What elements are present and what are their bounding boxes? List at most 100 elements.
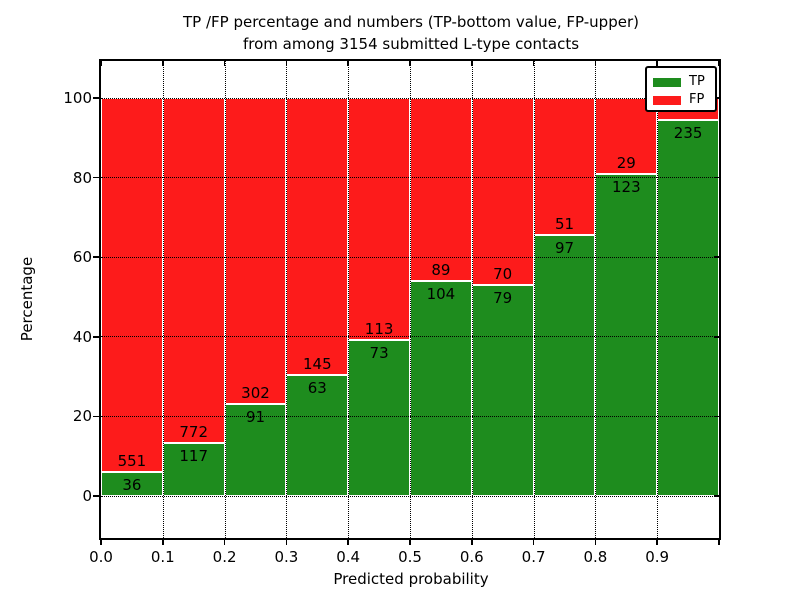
x-tick-bottom: [347, 540, 349, 545]
x-tick-top: [162, 61, 164, 66]
fp-count-label: 29: [616, 154, 636, 173]
plot-area: 36 551 117 772 91 302 63 145 73 113 104 89 79 70 97 51 1…: [93, 59, 721, 545]
x-tick-label-0.1: 0.1: [150, 548, 175, 566]
fp-count-label: 145: [302, 355, 332, 374]
legend-label-tp: TP: [689, 74, 705, 89]
tp-count-label: 97: [554, 239, 575, 258]
y-tick-left: [93, 415, 99, 418]
bar-segment-tp-0.7: [533, 235, 596, 496]
y-tick-left: [93, 176, 99, 179]
plot-inner: 36 551 117 772 91 302 63 145 73 113 104 89 79 70 97 51 1…: [93, 61, 720, 545]
x-tick-label-0.7: 0.7: [521, 548, 546, 566]
bar-segment-fp-0.2: [224, 98, 287, 404]
bar-segment-fp-0.1: [162, 98, 225, 444]
x-tick-top: [471, 61, 473, 66]
chart-title-line1: TP /FP percentage and numbers (TP-bottom…: [183, 13, 639, 31]
x-tick-bottom: [100, 540, 102, 545]
bar-segment-tp-0.6: [471, 285, 534, 496]
x-tick-label-0.2: 0.2: [212, 548, 237, 566]
y-tick-label-0: 0: [82, 487, 92, 505]
bar-segment-tp-0.4: [348, 339, 410, 496]
legend-entry-tp: TP: [653, 73, 709, 91]
tp-count-label: 36: [122, 475, 142, 494]
v-gridline-0.2: [224, 61, 226, 538]
y-tick-right: [714, 256, 719, 258]
bar-segment-fp-0.4: [348, 98, 410, 340]
fp-count-label: 70: [493, 265, 513, 284]
v-gridline-0.3: [286, 61, 288, 538]
y-tick-left: [93, 495, 99, 497]
x-tick-label-0.8: 0.8: [583, 548, 608, 566]
x-tick-bottom: [656, 540, 658, 545]
x-tick-bottom: [594, 540, 597, 545]
legend-entry-fp: FP: [653, 91, 709, 109]
v-gridline-0.4: [348, 61, 350, 538]
x-tick-bottom: [532, 540, 535, 545]
x-tick-top: [656, 61, 658, 66]
x-tick-bottom: [471, 540, 473, 545]
x-tick-label-0.9: 0.9: [645, 548, 670, 566]
v-gridline-0.8: [595, 61, 597, 538]
x-tick-bottom: [162, 540, 164, 545]
x-tick-label-0.6: 0.6: [459, 548, 484, 566]
y-tick-label-100: 100: [63, 89, 92, 107]
y-tick-right: [714, 176, 719, 179]
tp-count-label: 79: [493, 289, 513, 308]
v-gridline-0.1: [162, 61, 164, 538]
y-tick-right: [714, 415, 719, 418]
x-tick-label-0.0: 0.0: [89, 548, 113, 566]
x-axis-label: Predicted probability: [333, 570, 489, 588]
tp-count-label: 63: [307, 379, 327, 398]
tp-color-swatch-icon: [653, 77, 681, 87]
y-tick-left: [93, 256, 99, 258]
bar-segment-fp-0.3: [286, 98, 349, 376]
y-tick-label-40: 40: [72, 327, 92, 346]
x-tick-top: [409, 61, 411, 66]
x-tick-label-0.4: 0.4: [336, 548, 361, 566]
fp-count-label: 302: [241, 383, 270, 402]
x-tick-label-0.5: 0.5: [398, 548, 422, 566]
y-tick-right: [714, 336, 719, 338]
v-gridline-0.6: [471, 61, 473, 538]
fp-count-label: 51: [554, 215, 575, 234]
v-gridline-0.7: [533, 61, 535, 538]
tp-count-label: 104: [426, 285, 456, 304]
tp-count-label: 235: [673, 124, 703, 143]
y-tick-left: [93, 336, 99, 338]
tp-count-label: 91: [245, 407, 266, 426]
x-tick-top: [594, 61, 597, 66]
x-tick-bottom: [409, 540, 411, 545]
tp-count-label: 123: [611, 178, 641, 197]
bar-segment-fp-0.5: [410, 98, 472, 282]
x-tick-top: [223, 61, 226, 66]
fp-count-label: 89: [431, 261, 451, 280]
bar-segment-fp-0.0: [101, 98, 163, 472]
tp-count-label: 117: [179, 447, 209, 466]
bar-segment-fp-0.6: [471, 98, 534, 286]
x-tick-top: [532, 61, 535, 66]
bar-segment-tp-0.2: [224, 403, 287, 496]
y-axis-label: Percentage: [18, 256, 36, 342]
x-tick-bottom: [223, 540, 226, 545]
bar-segment-tp-0.0: [101, 471, 163, 496]
fp-count-label: 113: [364, 319, 394, 338]
tp-count-label: 73: [369, 343, 389, 362]
fp-count-label: 772: [179, 423, 209, 442]
bar-segment-tp-0.5: [410, 281, 472, 496]
y-tick-label-80: 80: [72, 168, 92, 187]
chart-title-line2: from among 3154 submitted L-type contact…: [242, 35, 580, 53]
x-tick-top: [100, 61, 102, 66]
bar-segment-tp-0.8: [595, 174, 658, 496]
chart-title: TP /FP percentage and numbers (TP-bottom…: [100, 11, 722, 55]
legend: TP FP: [645, 66, 717, 112]
v-gridline-0.5: [410, 61, 411, 538]
legend-label-fp: FP: [689, 92, 705, 107]
x-tick-top: [718, 61, 720, 66]
fp-color-swatch-icon: [653, 95, 681, 105]
x-tick-top: [285, 61, 288, 66]
x-tick-bottom: [718, 540, 720, 545]
y-tick-label-60: 60: [72, 248, 92, 267]
y-tick-label-20: 20: [72, 407, 92, 426]
y-tick-left: [93, 97, 99, 99]
